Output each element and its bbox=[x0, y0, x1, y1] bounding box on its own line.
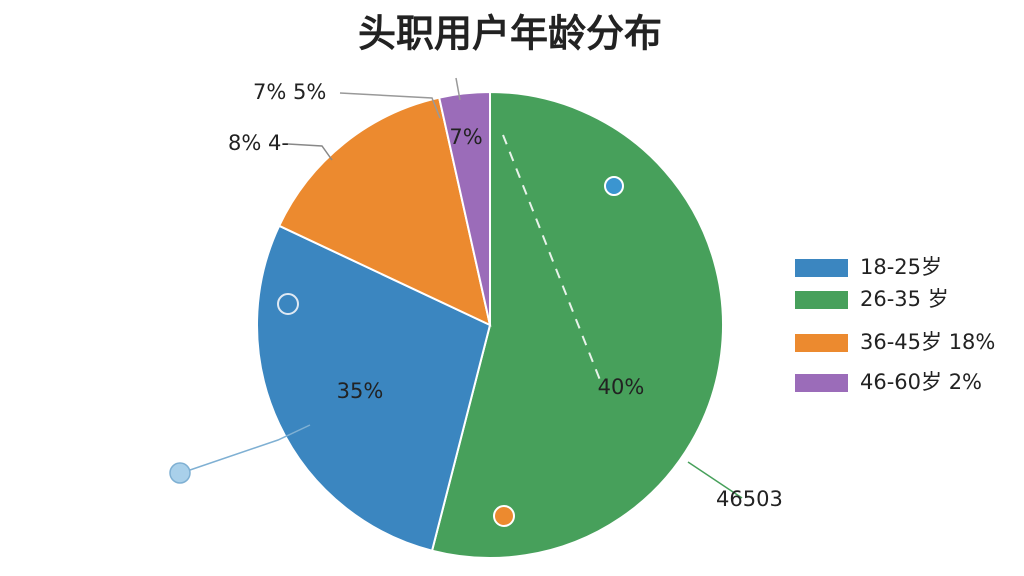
leader-line bbox=[687, 461, 743, 499]
outside-label: 46503 bbox=[716, 487, 783, 511]
leader-line bbox=[287, 143, 333, 161]
slice-label: 40% bbox=[598, 375, 645, 399]
legend-swatch bbox=[795, 291, 848, 309]
leader-line bbox=[339, 92, 441, 119]
legend-label: 36-45岁 18% bbox=[860, 330, 995, 354]
legend: 18-25岁 26-35 岁 36-45岁 18% 46-60岁 2% bbox=[795, 255, 995, 394]
dashed-line bbox=[502, 134, 601, 381]
decorations bbox=[169, 77, 743, 527]
slice-label: 35% bbox=[337, 379, 384, 403]
marker bbox=[493, 505, 515, 527]
legend-label: 46-60岁 2% bbox=[860, 370, 982, 394]
legend-label: 18-25岁 bbox=[860, 255, 942, 279]
leader-line bbox=[189, 424, 311, 471]
legend-swatch bbox=[795, 334, 848, 352]
marker bbox=[277, 293, 299, 315]
pie-slice bbox=[256, 224, 492, 552]
pie-slice bbox=[277, 96, 492, 327]
pie-slice bbox=[437, 90, 491, 326]
marker bbox=[604, 176, 624, 196]
outside-label: 8% 4- bbox=[228, 131, 289, 155]
legend-label: 26-35 岁 bbox=[860, 287, 949, 311]
chart-title: 头职用户年龄分布 bbox=[358, 12, 662, 56]
legend-swatch bbox=[795, 374, 848, 392]
slice-label: 7% bbox=[449, 125, 482, 149]
legend-swatch bbox=[795, 259, 848, 277]
marker bbox=[169, 462, 191, 484]
outside-label: 7% 5% bbox=[253, 80, 326, 104]
pie bbox=[256, 90, 724, 559]
leader-line bbox=[455, 77, 461, 101]
annotations: 35% 40% 7% 8% 4- 7% 5% 46503 bbox=[228, 80, 783, 511]
